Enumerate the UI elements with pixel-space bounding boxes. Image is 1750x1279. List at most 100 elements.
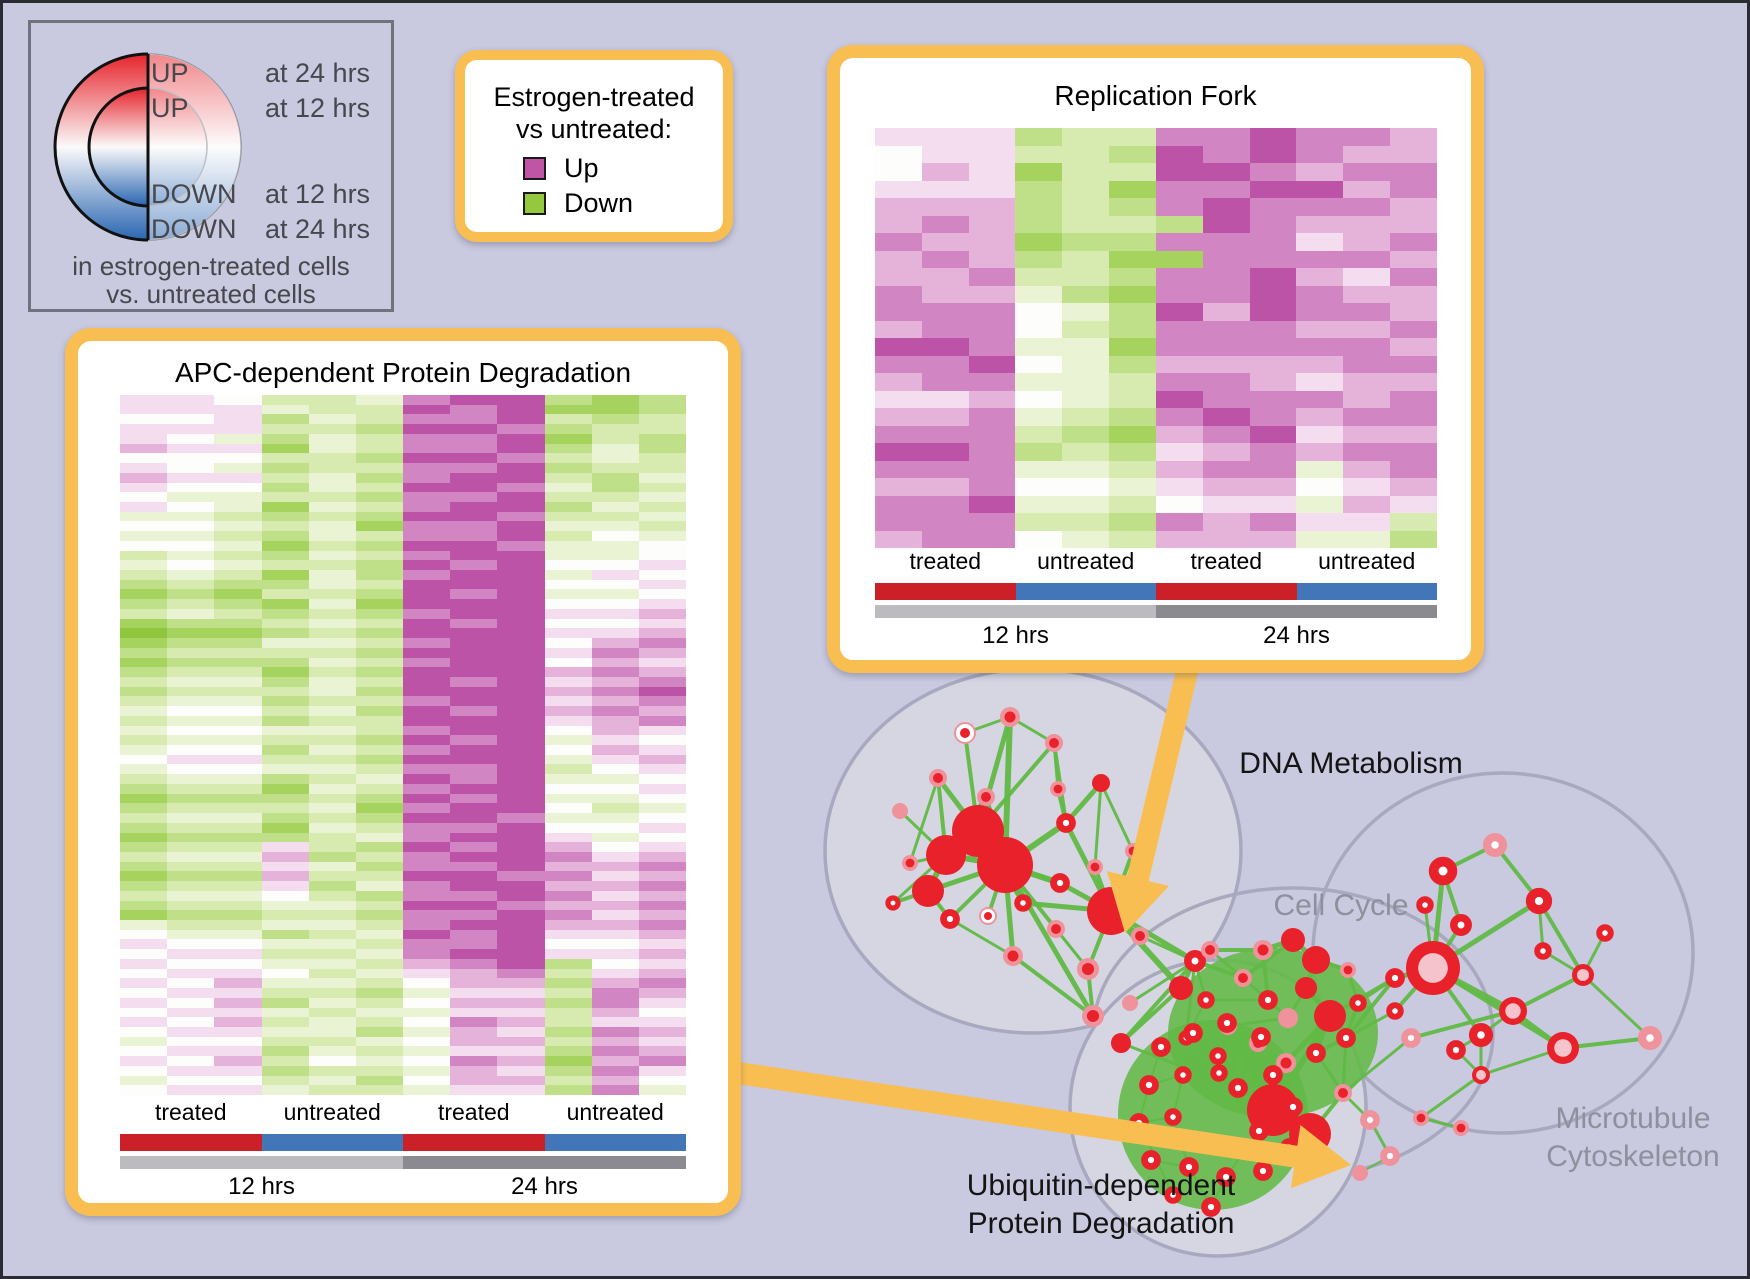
heatmap-cell [544,638,592,648]
heatmap-cell [355,929,403,940]
heatmap-cell [403,424,451,434]
heatmap-cell [544,706,592,716]
network-node-core [981,792,991,802]
heatmap-cell [403,793,451,804]
heatmap-cell [1062,198,1110,216]
heatmap-cell [261,803,309,814]
heatmap-cell [497,715,545,726]
heatmap-cell [544,939,592,950]
heatmap-cell [1109,128,1156,146]
heatmap-cell [591,910,639,920]
heatmap-cell [497,871,545,882]
heatmap-cell [544,988,592,998]
heatmap-cell [308,774,356,784]
heatmap-cell [450,404,498,415]
heatmap-cell [403,433,451,444]
heatmap-cell [591,871,639,882]
heatmap-cell [120,764,168,775]
network-node [1416,896,1434,914]
heatmap-cell [403,1056,451,1066]
heatmap-cell [167,463,215,473]
heatmap-cell [497,783,545,794]
heatmap-cell [1062,285,1110,303]
heatmap-cell [450,958,498,969]
heatmap-cell [403,754,451,765]
heatmap-cell [403,657,451,668]
heatmap-cell [968,530,1016,548]
apc-treated-bar-24 [403,1134,545,1151]
heatmap-cell [1109,513,1156,531]
heatmap-cell [261,920,309,930]
heatmap-cell [403,550,451,561]
heatmap-cell [450,414,498,425]
heatmap-cell [875,530,922,548]
heatmap-cell [261,472,309,483]
heatmap-cell [1202,443,1250,461]
heatmap-cell [921,320,969,338]
heatmap-cell [497,472,545,483]
heatmap-cell [214,696,262,707]
network-node [1278,1008,1298,1028]
heatmap-cell [638,774,686,784]
rf-group-untreated-12: untreated [1037,548,1135,574]
heatmap-cell [214,599,262,609]
heatmap-cell [1343,408,1391,426]
heatmap-cell [875,443,922,461]
heatmap-cell [261,676,309,687]
heatmap-cell [261,910,309,920]
heatmap-cell [261,871,309,882]
heatmap-cell [497,501,545,512]
network-node [1596,924,1614,942]
heatmap-cell [214,793,262,804]
heatmap-cell [638,968,686,979]
apc-heatmap [120,395,686,1095]
heatmap-cell [591,813,639,823]
heatmap-cell [355,676,403,687]
network-edge [1099,781,1135,853]
heatmap-cell [544,540,592,551]
heatmap-cell [450,774,498,784]
network-node [940,909,960,929]
heatmap-cell [261,667,309,677]
heatmap-cell [308,900,356,911]
heatmap-cell [591,453,639,464]
heatmap-cell [167,832,215,843]
heatmap-cell [1296,513,1344,531]
heatmap-cell [308,531,356,541]
network-node [1263,1065,1283,1085]
network-node-core [1476,1070,1486,1080]
heatmap-cell [355,424,403,434]
heatmap-cell [403,725,451,736]
heatmap-cell [1390,408,1437,426]
heatmap-cell [1249,233,1297,251]
up-label: Up [564,153,599,183]
network-node [1209,1047,1227,1065]
heatmap-cell [638,900,686,911]
heatmap-cell [1343,250,1391,268]
heatmap-cell [167,667,215,677]
heatmap-cell [355,667,403,677]
heatmap-cell [1202,460,1250,478]
heatmap-cell [1202,180,1250,198]
heatmap-cell [355,696,403,707]
heatmap-cell [308,560,356,570]
heatmap-cell [875,390,922,408]
heatmap-cell [450,657,498,668]
heatmap-cell [1390,513,1437,531]
apc-24hrs-label: 24 hrs [511,1173,578,1200]
heatmap-cell [1343,320,1391,338]
heatmap-cell [591,706,639,716]
network-node-core [1007,950,1019,962]
heatmap-cell [167,793,215,804]
heatmap-cell [261,958,309,969]
heatmap-cell [120,492,168,502]
heatmap-cell [875,478,922,496]
heatmap-cell [1202,303,1250,321]
heatmap-cell [214,395,262,405]
heatmap-cell [638,696,686,707]
heatmap-cell [308,521,356,532]
heatmap-cell [1249,460,1297,478]
heatmap-cell [544,842,592,852]
network-node [1122,995,1138,1011]
network-node [1164,1186,1182,1204]
